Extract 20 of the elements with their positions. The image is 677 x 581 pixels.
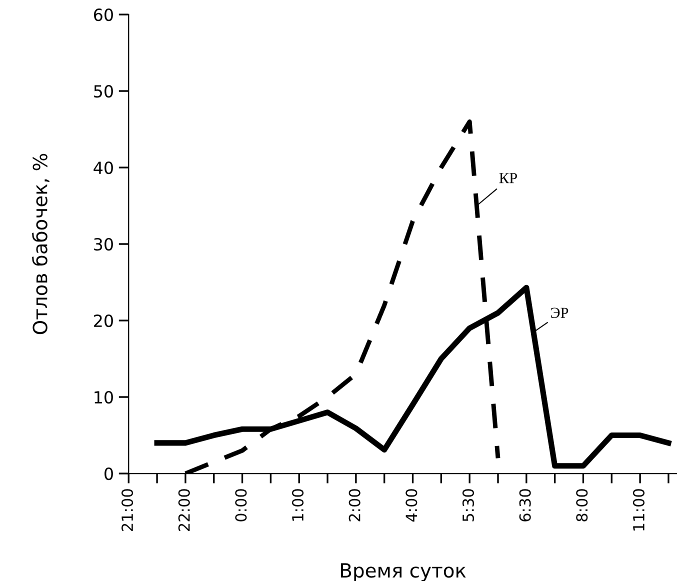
series-label: КР: [499, 173, 517, 184]
y-tick-label: 10: [94, 390, 113, 404]
x-tick-label: 4:00: [406, 489, 418, 522]
y-tick-label: 60: [94, 8, 113, 22]
y-axis-title: Отлов бабочек, %: [32, 154, 50, 334]
y-tick-label: 0: [104, 467, 113, 480]
x-tick-label: 11:00: [632, 489, 644, 530]
series-label: ЭР: [551, 308, 568, 318]
x-tick-label: 2:00: [348, 489, 360, 522]
x-tick-label: 22:00: [178, 489, 190, 532]
x-tick-label: 0:00: [235, 489, 247, 522]
y-tick-label: 30: [94, 238, 113, 251]
y-tick-label: 50: [94, 84, 113, 98]
y-tick-label: 20: [94, 314, 113, 328]
x-tick-label: 1:00: [292, 489, 304, 521]
y-tick-label: 40: [94, 161, 113, 174]
x-tick-label: 5:30: [462, 489, 474, 522]
x-tick-label: 6:30: [519, 489, 531, 522]
x-tick-label: 8:00: [576, 489, 588, 522]
x-tick-label: 21:00: [122, 489, 134, 532]
